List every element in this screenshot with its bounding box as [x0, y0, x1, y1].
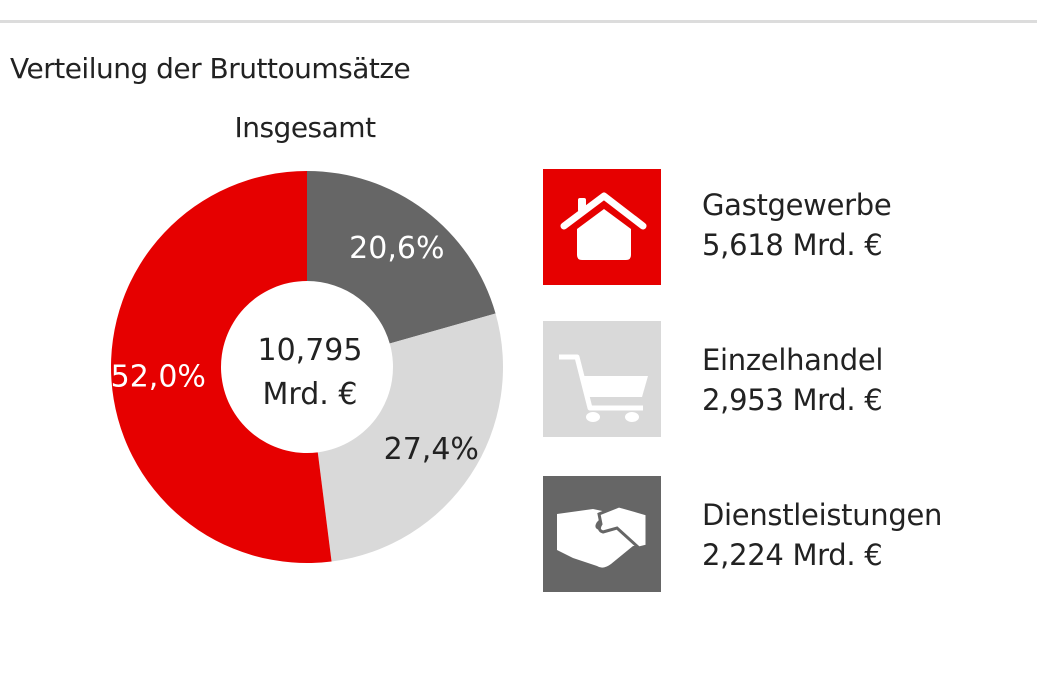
slice-dienstleistungen	[307, 171, 496, 344]
legend-item-einzelhandel: Einzelhandel 2,953 Mrd. €	[702, 340, 883, 420]
legend-value: 2,224 Mrd. €	[702, 538, 883, 572]
legend-swatch-dienstleistungen	[543, 476, 661, 592]
legend-swatch-gastgewerbe	[543, 169, 661, 285]
shopping-cart-icon	[559, 354, 648, 422]
slice-gastgewerbe	[110, 171, 332, 563]
legend-value: 5,618 Mrd. €	[702, 228, 883, 262]
legend-item-gastgewerbe: Gastgewerbe 5,618 Mrd. €	[702, 185, 892, 265]
center-value: 10,795	[258, 333, 363, 368]
slice-label-dienstleistungen: 20,6%	[349, 231, 444, 266]
handshake-icon	[557, 504, 649, 568]
slice-einzelhandel	[317, 313, 503, 562]
legend-item-dienstleistungen: Dienstleistungen 2,224 Mrd. €	[702, 495, 942, 575]
slice-label-einzelhandel: 27,4%	[384, 432, 479, 467]
donut-chart: 10,795 Mrd. € 20,6% 27,4% 52,0%	[110, 171, 503, 563]
legend-value: 2,953 Mrd. €	[702, 383, 883, 417]
legend-name: Dienstleistungen	[702, 498, 943, 532]
house-icon	[560, 192, 647, 260]
legend-name: Gastgewerbe	[702, 188, 892, 222]
center-unit: Mrd. €	[263, 377, 358, 412]
top-divider	[0, 20, 1037, 23]
legend-swatch-einzelhandel	[543, 321, 661, 437]
slice-label-gastgewerbe: 52,0%	[111, 359, 206, 394]
chart-title: Verteilung der Bruttoumsätze	[10, 52, 411, 85]
legend-name: Einzelhandel	[702, 343, 884, 377]
chart-subtitle: Insgesamt	[234, 111, 376, 144]
